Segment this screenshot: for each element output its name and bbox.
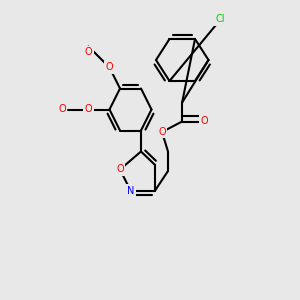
Text: O: O [200,116,208,127]
Text: O: O [116,164,124,175]
Text: O: O [158,127,166,137]
Text: N: N [127,185,134,196]
Text: O: O [85,104,92,115]
Text: Cl: Cl [216,14,225,25]
Text: O: O [58,104,66,115]
Text: O: O [85,47,92,57]
Text: O: O [106,62,113,73]
